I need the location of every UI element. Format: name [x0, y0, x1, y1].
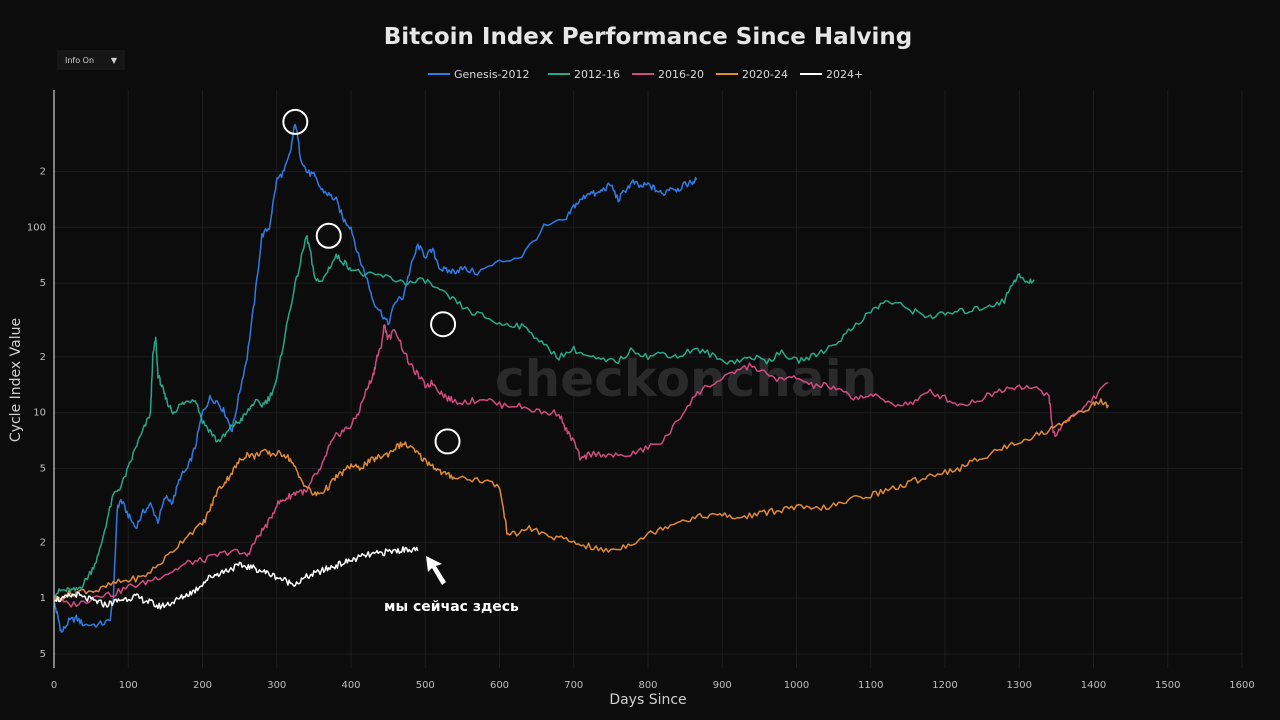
x-tick-label: 700 [564, 680, 583, 691]
legend-item: 2024+ [826, 68, 863, 81]
y-tick-label: 5 [40, 278, 46, 289]
series-line-2020-24 [53, 398, 1109, 602]
annotation-text: мы сейчас здесь [384, 599, 519, 615]
x-tick-label: 800 [638, 680, 657, 691]
x-axis-title: Days Since [609, 692, 686, 708]
x-tick-label: 1400 [1081, 680, 1106, 691]
x-tick-label: 1600 [1229, 680, 1254, 691]
watermark: checkonchain [495, 350, 877, 408]
legend: Genesis-2012 2012-16 2016-20 2020-24 2024+ [428, 68, 863, 81]
x-tick-label: 1000 [784, 680, 809, 691]
legend-item: Genesis-2012 [454, 68, 530, 81]
series-line-genesis-2012 [53, 123, 698, 633]
highlight-circle [315, 222, 342, 249]
y-tick-label: 2 [40, 537, 46, 548]
legend-item: 2012-16 [574, 68, 620, 81]
highlight-layer [282, 108, 461, 455]
info-toggle-label: Info On [65, 55, 95, 65]
series-line-2016-20 [53, 324, 1109, 608]
x-tick-label: 1500 [1155, 680, 1180, 691]
y-tick-label: 2 [40, 352, 46, 363]
y-tick-label: 2 [40, 166, 46, 177]
x-tick-label: 900 [713, 680, 732, 691]
x-tick-label: 500 [416, 680, 435, 691]
annotation: мы сейчас здесь [384, 556, 519, 615]
y-tick-label: 1 [40, 593, 46, 604]
chevron-down-icon: ▼ [110, 55, 117, 65]
info-toggle-button[interactable]: Info On ▼ [57, 50, 125, 70]
legend-item: 2016-20 [658, 68, 704, 81]
highlight-circle [434, 428, 461, 455]
x-tick-label: 1200 [932, 680, 957, 691]
legend-item: 2020-24 [742, 68, 788, 81]
x-tick-label: 1100 [858, 680, 883, 691]
y-tick-label: 100 [27, 222, 46, 233]
series-line-2012-16 [53, 235, 1035, 598]
y-tick-label: 5 [40, 464, 46, 475]
y-tick-label: 10 [33, 408, 46, 419]
highlight-circle [282, 108, 309, 135]
series-line-2024- [53, 546, 419, 610]
x-tick-label: 1300 [1007, 680, 1032, 691]
chart-title: Bitcoin Index Performance Since Halving [384, 24, 912, 50]
x-tick-labels: 0 100 200 300 400 500 600 700 800 900 1000 1100 1200… [51, 680, 1255, 691]
x-tick-label: 0 [51, 680, 57, 691]
x-tick-label: 400 [341, 680, 360, 691]
y-axis-title: Cycle Index Value [8, 318, 24, 442]
y-tick-label: 5 [40, 649, 46, 660]
grid [53, 90, 1243, 668]
x-tick-label: 300 [267, 680, 286, 691]
x-tick-label: 600 [490, 680, 509, 691]
x-tick-label: 100 [119, 680, 138, 691]
arrow-icon [426, 556, 446, 585]
series-layer [53, 123, 1109, 633]
highlight-circle [430, 311, 457, 338]
x-tick-label: 200 [193, 680, 212, 691]
y-tick-labels: 5 1 2 5 10 2 5 100 2 [27, 166, 46, 659]
